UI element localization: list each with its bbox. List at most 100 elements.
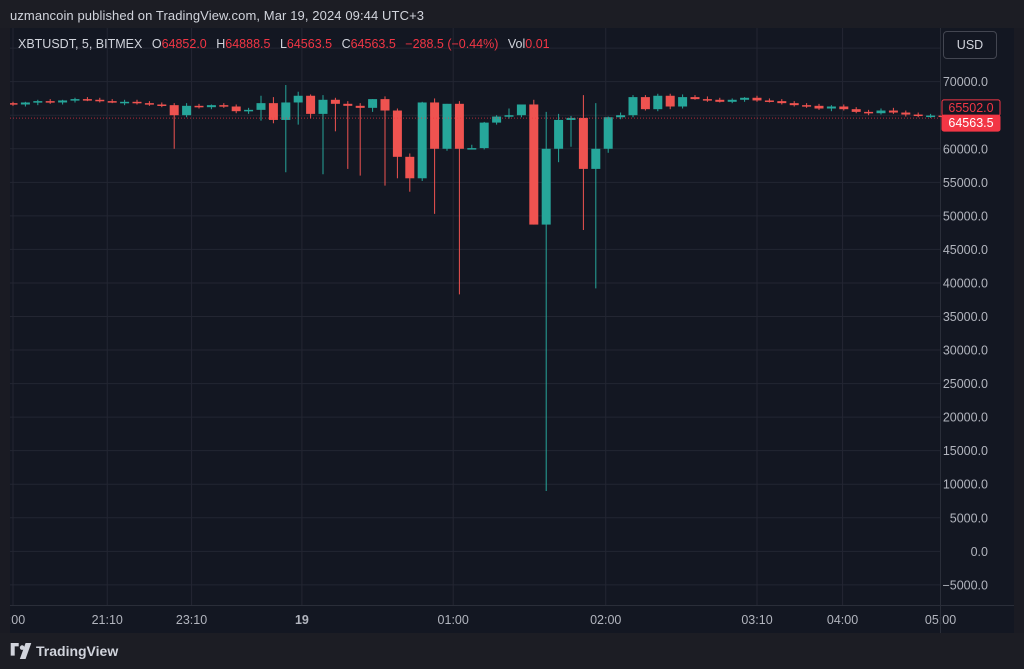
x-tick-label: 0:00: [10, 613, 25, 627]
y-tick-label: 20000.0: [943, 411, 988, 425]
candle-body: [901, 112, 911, 115]
y-tick-label: 35000.0: [943, 310, 988, 324]
candle-body: [554, 119, 564, 149]
candle-body: [802, 105, 812, 107]
candle-body: [70, 99, 80, 101]
candle-body: [851, 109, 861, 112]
candle-body: [194, 105, 204, 108]
candle-body: [95, 99, 105, 102]
candle-body: [107, 101, 117, 103]
candle-body: [442, 103, 452, 149]
candle-body: [814, 105, 824, 109]
candle-body: [206, 105, 216, 108]
high-label: H: [216, 37, 226, 51]
candle-body: [58, 100, 68, 103]
candle-body: [293, 95, 303, 103]
y-tick-label: 45000.0: [943, 243, 988, 257]
candle-body: [430, 102, 440, 149]
candle-body: [417, 102, 427, 179]
price-marker-text: 65502.0: [948, 101, 993, 115]
candle-body: [578, 117, 588, 169]
candle-body: [529, 104, 539, 225]
candle-body: [702, 99, 712, 101]
chart-panel[interactable]: 75000.070000.065000.060000.055000.050000…: [10, 28, 1014, 633]
y-tick-label: 15000.0: [943, 444, 988, 458]
x-tick-label: 02:00: [590, 613, 621, 627]
ohlc-legend: XBTUSDT, 5, BITMEX O64852.0 H64888.5 L64…: [18, 37, 550, 51]
candle-body: [764, 100, 774, 102]
candle-body: [628, 97, 638, 116]
candle-body: [690, 97, 700, 100]
candle-body: [678, 97, 688, 107]
x-tick-label: 01:00: [438, 613, 469, 627]
tradingview-logo-icon: [10, 643, 32, 659]
candle-body: [516, 104, 526, 116]
candle-body: [20, 102, 30, 105]
time-axis: [10, 605, 940, 633]
open-value: 64852.0: [161, 37, 207, 51]
candles-group: [10, 85, 960, 491]
y-tick-label: 55000.0: [943, 176, 988, 190]
y-tick-label: 70000.0: [943, 75, 988, 89]
candle-body: [231, 106, 241, 112]
candle-body: [306, 95, 316, 114]
change-value: −288.5 (−0.44%): [405, 37, 499, 51]
y-tick-label: 40000.0: [943, 276, 988, 290]
volume-label: Vol: [507, 37, 526, 51]
footer: TradingView: [0, 633, 1024, 669]
high-value: 64888.5: [225, 37, 271, 51]
candle-body: [603, 117, 613, 149]
candle-body: [132, 101, 142, 104]
candle-body: [740, 97, 750, 100]
candle-body: [640, 97, 650, 110]
candle-body: [182, 105, 192, 116]
candle-body: [219, 105, 229, 107]
x-tick-label: 21:10: [92, 613, 123, 627]
y-tick-label: −5000.0: [942, 578, 988, 592]
candle-body: [777, 101, 787, 104]
currency-button[interactable]: USD: [943, 31, 997, 59]
y-tick-label: 60000.0: [943, 142, 988, 156]
candle-body: [318, 99, 328, 114]
candle-body: [405, 156, 415, 179]
x-tick-label: 19: [295, 613, 309, 627]
publication-header: uzmancoin published on TradingView.com, …: [0, 0, 1024, 28]
x-tick-label: 03:10: [741, 613, 772, 627]
candle-body: [368, 99, 378, 108]
candle-body: [913, 114, 923, 117]
publication-info: uzmancoin published on TradingView.com, …: [10, 8, 425, 23]
candle-body: [566, 117, 576, 120]
candle-body: [888, 110, 898, 113]
candle-body: [752, 97, 762, 101]
candlestick-chart[interactable]: 75000.070000.065000.060000.055000.050000…: [10, 28, 1014, 633]
candle-body: [826, 106, 836, 109]
candle-body: [653, 95, 663, 110]
volume-value: 0.01: [525, 37, 550, 51]
last-price-text: 64563.5: [948, 116, 993, 130]
candle-body: [33, 101, 43, 103]
candle-body: [330, 99, 340, 104]
y-tick-label: 5000.0: [950, 511, 988, 525]
low-label: L: [279, 37, 287, 51]
symbol-label: XBTUSDT, 5, BITMEX: [18, 37, 143, 51]
candle-body: [479, 122, 489, 149]
candle-body: [789, 103, 799, 106]
candle-body: [343, 103, 353, 106]
candle-body: [45, 101, 55, 103]
last-price-label: [941, 114, 1001, 132]
x-tick-label: 23:10: [176, 613, 207, 627]
candle-body: [268, 103, 278, 120]
candle-body: [727, 99, 737, 102]
candle-body: [665, 95, 675, 107]
y-tick-label: 10000.0: [943, 478, 988, 492]
close-label: C: [341, 37, 351, 51]
candle-body: [82, 99, 92, 101]
candle-body: [244, 109, 254, 112]
candle-body: [616, 115, 626, 118]
candle-body: [504, 115, 514, 117]
candle-body: [864, 111, 874, 114]
candle-body: [591, 148, 601, 169]
candle-body: [541, 148, 551, 225]
candle-body: [467, 148, 477, 150]
y-tick-label: 30000.0: [943, 344, 988, 358]
